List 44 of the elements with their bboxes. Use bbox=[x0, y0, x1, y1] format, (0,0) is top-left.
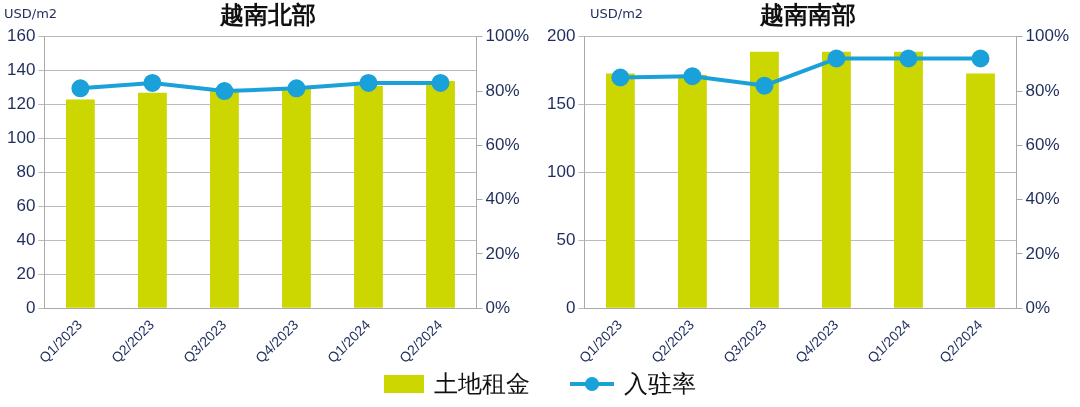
point bbox=[971, 49, 990, 68]
y2-tick-label: 60% bbox=[1025, 135, 1060, 155]
y-tick-label: 0 bbox=[565, 297, 576, 317]
bar bbox=[750, 51, 779, 308]
y-tick-label: 40 bbox=[16, 229, 36, 249]
y2-tick-label: 40% bbox=[1025, 189, 1060, 209]
y2-tick-label: 0% bbox=[485, 297, 511, 317]
point bbox=[611, 68, 630, 87]
y-axis-title: USD/m2 bbox=[590, 6, 644, 21]
y2-tick-label: 80% bbox=[485, 80, 520, 100]
y2-tick-label: 60% bbox=[485, 135, 520, 155]
y2-tick-label: 40% bbox=[485, 189, 520, 209]
legend-label: 土地租金 bbox=[434, 369, 530, 400]
bar bbox=[894, 51, 923, 308]
y2-tick-label: 0% bbox=[1025, 297, 1051, 317]
y2-tick-label: 100% bbox=[485, 26, 529, 46]
y-tick-label: 200 bbox=[546, 26, 576, 46]
y2-tick-label: 20% bbox=[485, 243, 520, 263]
y-tick-label: 100 bbox=[546, 162, 576, 182]
point bbox=[755, 76, 774, 95]
legend-label: 入驻率 bbox=[624, 369, 696, 400]
chart-title: 越南北部 bbox=[219, 0, 316, 29]
bar bbox=[678, 74, 707, 308]
chart-title: 越南南部 bbox=[759, 0, 856, 29]
y-tick-label: 150 bbox=[546, 94, 576, 114]
point bbox=[683, 67, 702, 86]
y-tick-label: 160 bbox=[6, 26, 36, 46]
y-tick-label: 20 bbox=[16, 263, 36, 283]
point bbox=[827, 49, 846, 68]
y-tick-label: 60 bbox=[16, 196, 36, 216]
bar bbox=[605, 73, 635, 308]
y2-tick-label: 20% bbox=[1025, 243, 1060, 263]
bar bbox=[966, 73, 995, 308]
y-axis-title: USD/m2 bbox=[4, 6, 58, 21]
y-tick-label: 80 bbox=[16, 162, 36, 182]
bar bbox=[822, 51, 851, 308]
y-tick-label: 140 bbox=[6, 60, 36, 80]
y2-tick-label: 100% bbox=[1025, 26, 1069, 46]
y-tick-label: 120 bbox=[6, 94, 36, 114]
point bbox=[899, 49, 918, 68]
y-tick-label: 50 bbox=[556, 229, 576, 249]
y-tick-label: 0 bbox=[25, 297, 36, 317]
y2-tick-label: 80% bbox=[1025, 80, 1060, 100]
y-tick-label: 100 bbox=[6, 128, 36, 148]
